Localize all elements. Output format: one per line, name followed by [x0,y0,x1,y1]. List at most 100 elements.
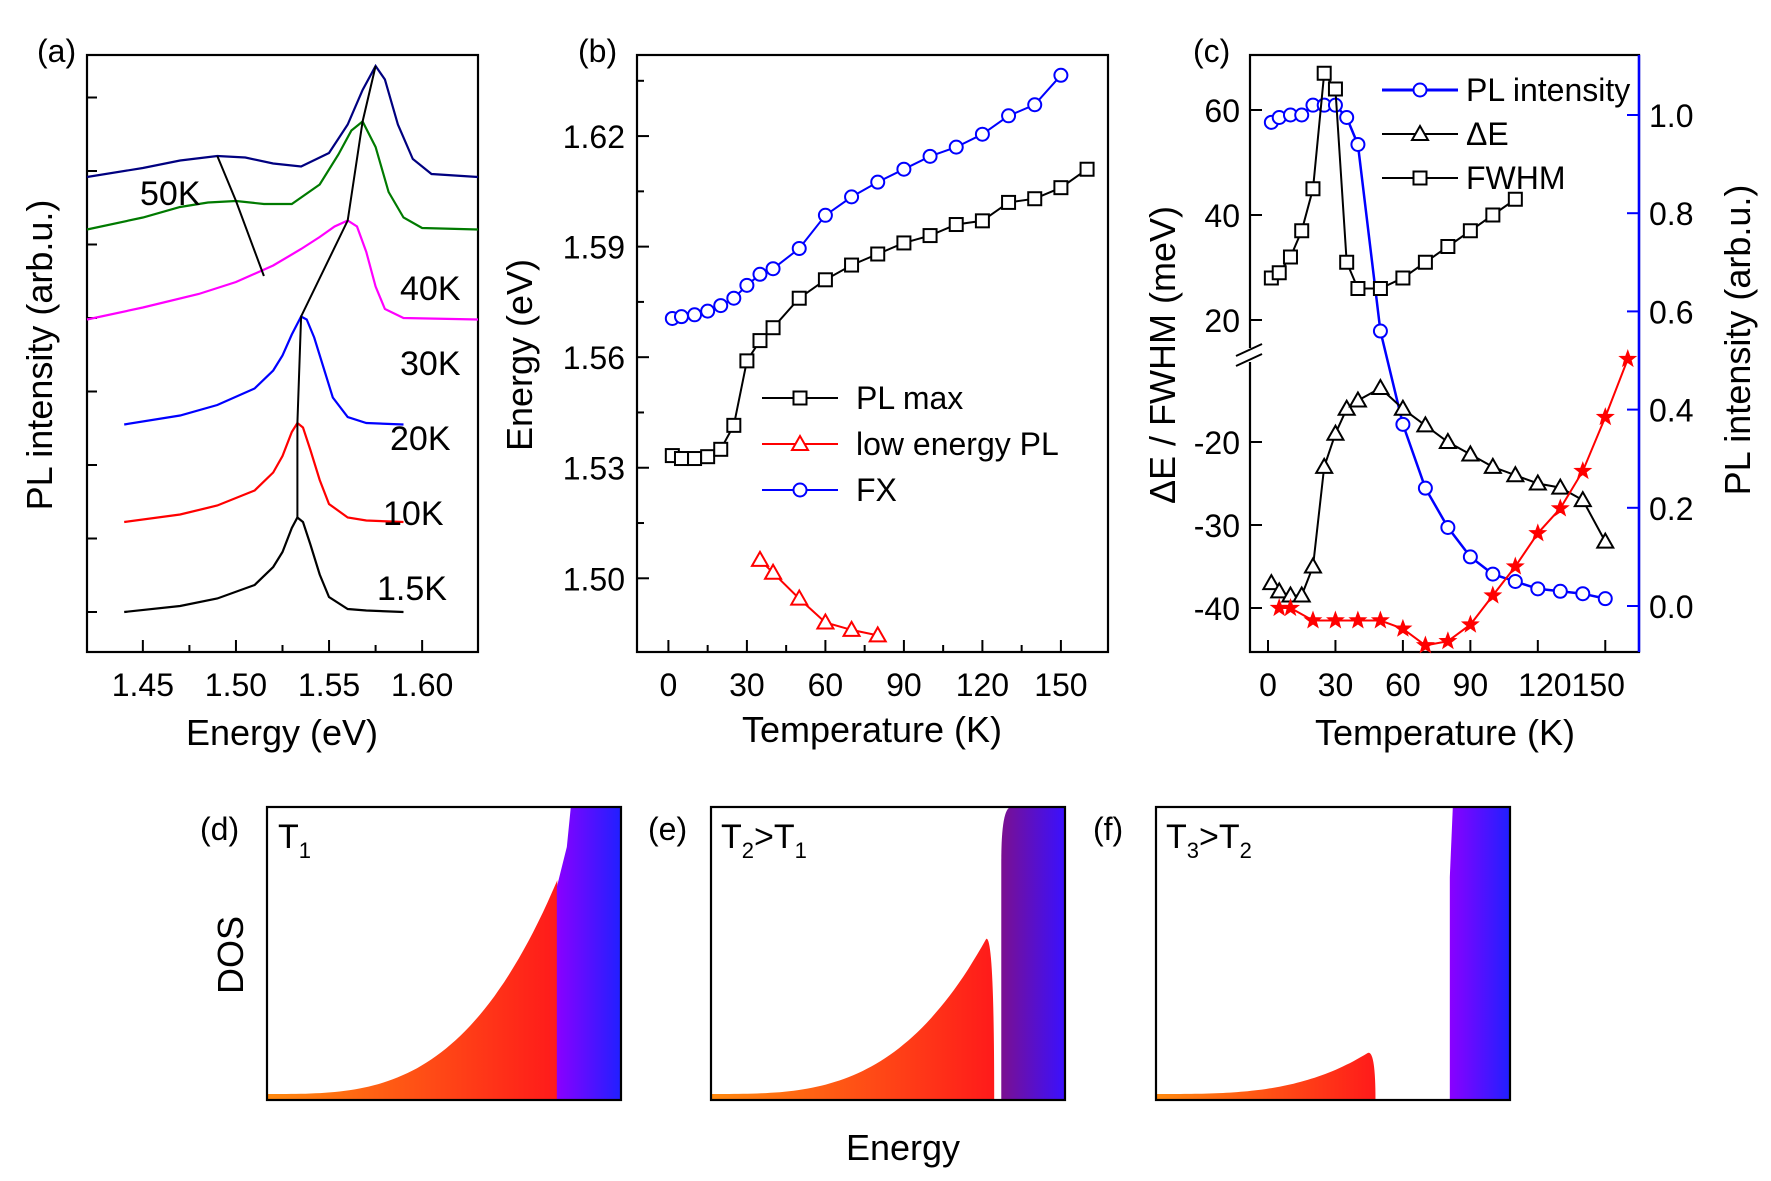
panel-b-legend: PL max low energy PL FX [762,380,1059,508]
data-point [1370,378,1391,396]
panel-d-frame [265,805,623,1102]
data-point [1462,549,1478,565]
x-tick-label: 30 [1318,667,1354,703]
data-point [817,207,833,223]
data-point [1528,523,1548,542]
spectrum-1.5K [124,515,404,614]
data-point [687,307,703,323]
data-point [726,417,742,433]
curve-label: 1.5K [377,570,447,608]
x-tick-label: 1.60 [391,667,453,703]
y2-tick-label: 0.8 [1649,196,1693,232]
energy-axis-label: Energy [846,1127,960,1168]
data-point [948,217,964,233]
panel-a-curves [86,63,479,614]
y-tick-label: 1.50 [563,561,625,597]
panel-a: (a) 1.45 1.50 1.55 1.60 50K 40K 30K 20K 10K 1.5K… [19,33,480,753]
spectrum-50K [86,63,479,179]
panel-a-label: (a) [37,33,76,69]
data-point [1483,456,1503,474]
series-line-FWHM [1270,70,1516,290]
legend-marker [1410,123,1430,141]
data-point [1415,635,1435,654]
panel-e: (e) T2>T1 [648,805,1067,1102]
y2-tick-label: 0.2 [1649,491,1693,527]
data-point [1485,207,1501,223]
panel-c-legend: PL intensity ΔE FWHM [1382,72,1630,196]
legend-marker [792,390,808,406]
peak-guide [216,155,265,277]
x-tick-label: 150 [1034,667,1087,703]
y2-tick-label: 0.4 [1649,393,1693,429]
data-point [687,451,703,467]
legend-label: low energy PL [856,426,1059,462]
spectrum-40K [86,119,479,231]
data-point [765,261,781,277]
data-point [1316,65,1332,81]
dos-distribution [1156,1052,1376,1100]
dos-distribution [267,880,558,1100]
data-point [1393,398,1413,416]
data-point [896,235,912,251]
panel-c-y-label: ΔE / FWHM (meV) [1142,206,1183,504]
data-point [815,612,836,630]
panel-e-title: T2>T1 [721,818,807,863]
dos-axis-label: DOS [210,916,251,994]
data-point [1573,490,1593,508]
legend-label: ΔE [1466,116,1509,152]
data-point [1595,531,1615,549]
data-point [1291,585,1312,603]
data-point [750,549,770,567]
data-point [1573,461,1593,480]
x-tick-label: 120150 [1518,667,1625,703]
y2-tick-label: 0.6 [1649,294,1693,330]
x-tick-label: 60 [808,667,844,703]
panel-e-dos [711,807,1065,1100]
data-point [1303,556,1323,574]
panel-c-ticks: 0 30 60 90 120150 20 40 60 -40 -30 -20 0.0 0.2 0.4 0.6… [1194,55,1693,703]
legend-marker [1412,170,1428,186]
data-point [1294,107,1310,123]
data-point [1348,390,1368,408]
panel-f-title: T3>T2 [1166,818,1252,863]
data-point [1395,270,1411,286]
panel-a-y-label: PL intensity (arb.u.) [19,200,60,511]
data-point [1027,97,1043,113]
data-point [1438,631,1458,650]
panel-b-label: (b) [578,33,617,69]
series-line-stars [1279,358,1629,647]
data-point [1507,573,1523,589]
data-point [1595,407,1615,426]
band-edge [556,807,621,1100]
y-tick-label: -40 [1194,591,1240,627]
data-point [1053,180,1069,196]
axis-break-icon [1235,343,1266,367]
data-point [1460,444,1481,462]
data-point [974,213,990,229]
data-point [1372,281,1388,296]
data-point [870,246,886,262]
data-point [1348,610,1368,629]
panel-b-frame [635,53,1110,654]
data-point [1350,281,1366,296]
panel-d-label: (d) [200,811,239,847]
y-tick-label: 20 [1204,303,1240,339]
data-point [1505,556,1525,575]
dos-distribution [711,938,995,1100]
legend-label: PL intensity [1466,72,1630,108]
data-point [752,333,768,349]
data-point [713,441,729,457]
panel-c-frame [1248,53,1641,654]
data-point [1372,323,1388,339]
curve-label: 50K [140,175,201,213]
data-point [673,451,689,467]
data-point [922,148,938,164]
data-point [1395,416,1411,432]
y-tick-label: 1.59 [563,230,625,266]
legend-label: FWHM [1466,160,1566,196]
panel-a-curve-labels: 50K 40K 30K 20K 10K 1.5K [140,175,461,608]
data-point [1462,223,1478,239]
data-point [739,353,755,369]
curve-label: 20K [390,420,451,458]
